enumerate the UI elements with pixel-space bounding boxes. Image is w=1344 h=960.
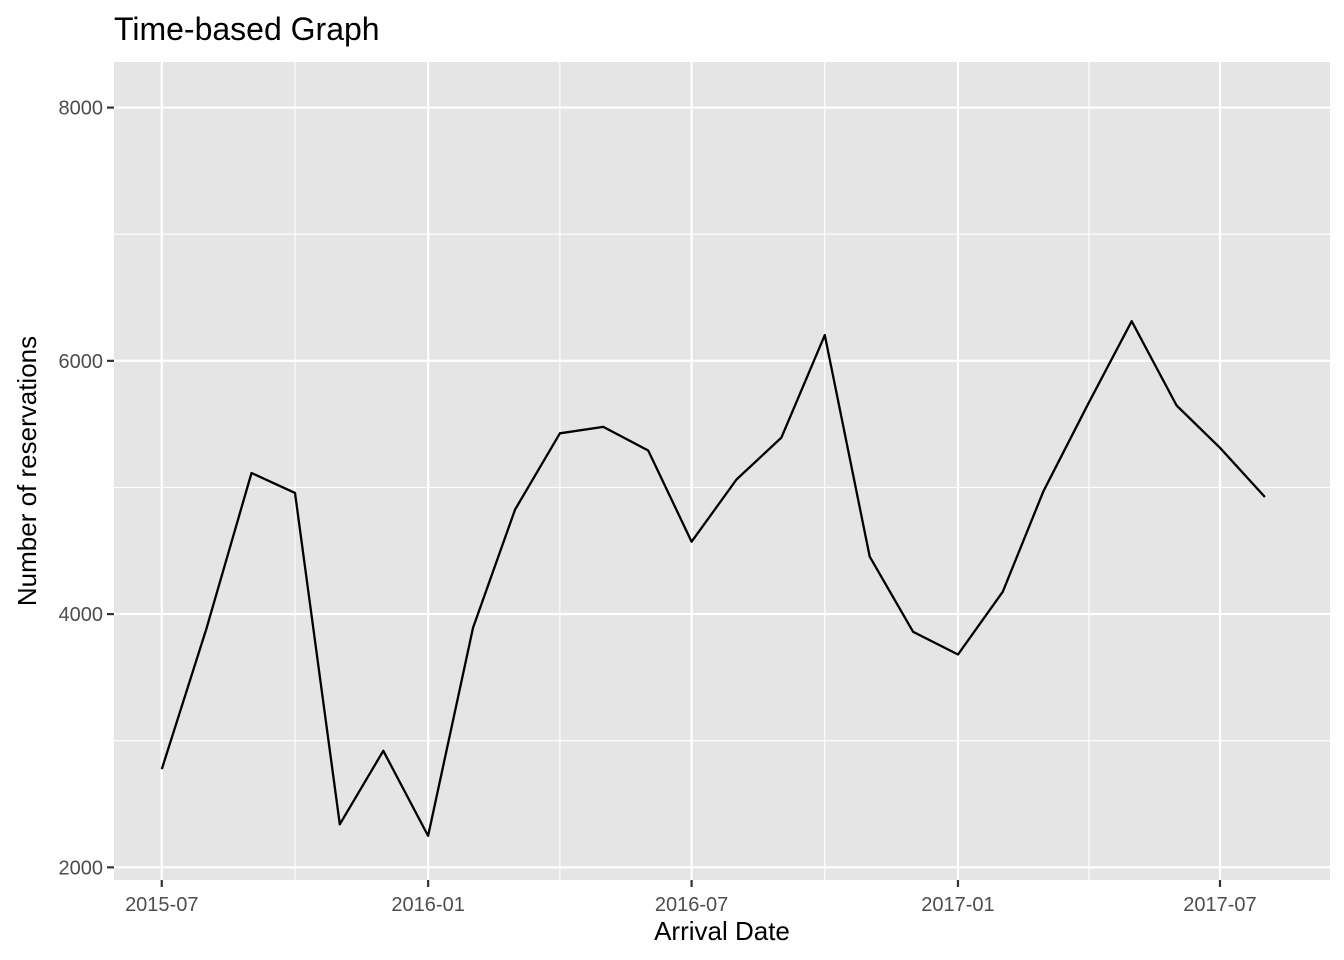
y-axis-title: Number of reservations bbox=[12, 336, 42, 606]
series-line bbox=[160, 320, 1266, 838]
x-tick-label: 2017-01 bbox=[921, 894, 994, 916]
x-axis-title: Arrival Date bbox=[654, 916, 790, 946]
y-tick-label: 6000 bbox=[59, 351, 104, 373]
x-tick-label: 2015-07 bbox=[125, 894, 198, 916]
x-tick-label: 2016-07 bbox=[655, 894, 728, 916]
series-layer bbox=[160, 320, 1266, 838]
plot-panel bbox=[114, 62, 1330, 880]
y-tick-label: 8000 bbox=[59, 98, 104, 120]
minor-grid-lines bbox=[114, 62, 1330, 880]
x-axis: 2015-07 2016-01 2016-07 2017-01 2017-07 bbox=[125, 880, 1257, 916]
x-tick-label: 2016-01 bbox=[391, 894, 464, 916]
chart-title: Time-based Graph bbox=[114, 11, 380, 47]
x-tick-label: 2017-07 bbox=[1183, 894, 1256, 916]
y-tick-label: 4000 bbox=[59, 604, 104, 626]
y-tick-label: 2000 bbox=[59, 857, 104, 879]
major-grid-lines bbox=[114, 62, 1330, 880]
y-axis: 2000 4000 6000 8000 bbox=[59, 98, 114, 879]
